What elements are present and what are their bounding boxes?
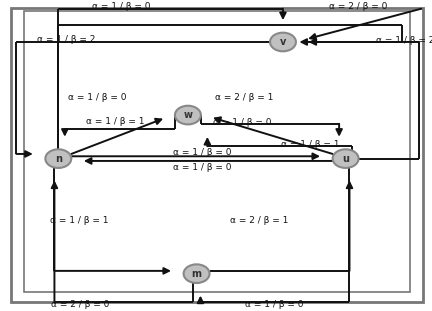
Circle shape: [45, 149, 71, 168]
Text: α = 1 / β = 1: α = 1 / β = 1: [281, 140, 339, 149]
Text: α = 1 / β = 0: α = 1 / β = 0: [213, 118, 271, 127]
Text: α = 1 / β = 1: α = 1 / β = 1: [86, 117, 145, 126]
Text: α = 2 / β = 1: α = 2 / β = 1: [215, 93, 273, 101]
Text: α = 1 / β = 0: α = 1 / β = 0: [68, 93, 127, 101]
Text: α = 2 / β = 1: α = 2 / β = 1: [230, 216, 289, 225]
Text: α = 1 / β = 2: α = 1 / β = 2: [376, 36, 432, 45]
Text: α = 1 / β = 1: α = 1 / β = 1: [50, 216, 108, 225]
Text: v: v: [280, 37, 286, 47]
Text: α = 1 / β = 0: α = 1 / β = 0: [173, 148, 232, 157]
Text: α = 2 / β = 0: α = 2 / β = 0: [329, 2, 388, 11]
Circle shape: [175, 106, 201, 124]
Text: α = 1 / β = 2: α = 1 / β = 2: [37, 35, 95, 44]
Circle shape: [333, 149, 359, 168]
Text: α = 1 / β = 0: α = 1 / β = 0: [92, 2, 150, 11]
Text: n: n: [55, 154, 62, 164]
Text: α = 2 / β = 0: α = 2 / β = 0: [51, 300, 109, 309]
Text: w: w: [184, 110, 192, 120]
Circle shape: [184, 264, 210, 283]
Text: m: m: [191, 269, 202, 279]
Circle shape: [270, 33, 296, 51]
Text: α = 1 / β = 0: α = 1 / β = 0: [173, 163, 232, 172]
Text: u: u: [342, 154, 349, 164]
Text: α = 1 / β = 0: α = 1 / β = 0: [245, 300, 304, 309]
Bar: [24, 11, 410, 292]
